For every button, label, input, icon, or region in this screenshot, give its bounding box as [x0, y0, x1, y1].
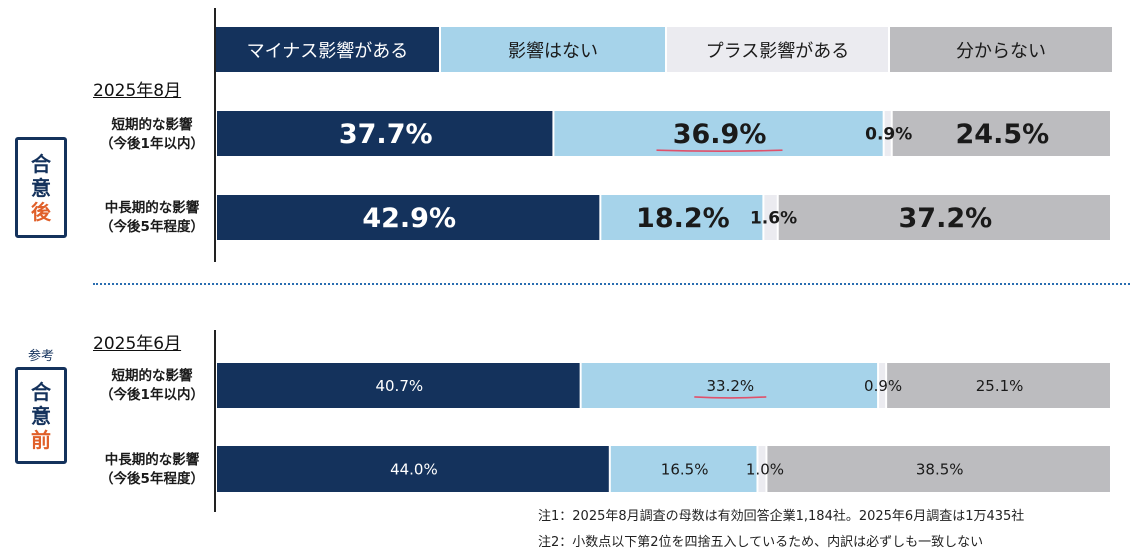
- axis-line-before: [214, 330, 216, 512]
- bar-segment-positive: [764, 195, 777, 240]
- highlight-underline: [694, 396, 767, 399]
- badge-char: 前: [31, 427, 51, 452]
- data-label-no-effect: 33.2%: [707, 377, 755, 395]
- data-label-unknown: 38.5%: [916, 460, 964, 478]
- bar-segment-positive: [884, 111, 891, 156]
- bar-segment-positive: [758, 446, 766, 492]
- data-label-no-effect: 16.5%: [661, 460, 709, 478]
- badge-before: 合 意 前: [15, 367, 67, 464]
- row-label-title: 短期的な影響: [111, 368, 193, 384]
- badge-char: 合: [31, 379, 51, 404]
- legend-no-effect: 影響はない: [441, 27, 665, 72]
- bar-segment-positive: [879, 363, 886, 408]
- bar-segment-negative: [217, 446, 609, 492]
- note-2: 注2：小数点以下第2位を四捨五入しているため、内訳は必ずしも一致しない: [538, 535, 984, 550]
- data-label-unknown: 25.1%: [976, 377, 1024, 395]
- highlight-underline: [656, 149, 783, 152]
- row-label-sub: （今後5年程度）: [100, 219, 204, 235]
- row-label-short-before: 短期的な影響 （今後1年以内）: [96, 367, 208, 405]
- axis-line-after: [214, 8, 216, 262]
- badge-char: 合: [31, 151, 51, 176]
- data-label-negative: 42.9%: [362, 203, 456, 234]
- period-label-after: 2025年8月: [93, 81, 182, 101]
- period-label-before: 2025年6月: [93, 334, 182, 354]
- bar-segment-no-effect: [601, 195, 763, 240]
- bar-segment-unknown: [892, 111, 1110, 156]
- row-label-title: 中長期的な影響: [104, 200, 200, 216]
- bar-segment-no-effect: [581, 363, 878, 408]
- badge-char: 意: [31, 403, 51, 428]
- data-label-negative: 40.7%: [375, 377, 423, 395]
- note-1: 注1：2025年8月調査の母数は有効回答企業1,184社。2025年6月調査は1…: [538, 509, 1025, 524]
- data-label-unknown: 37.2%: [899, 203, 993, 234]
- data-label-positive: 1.0%: [746, 460, 784, 478]
- row-label-sub: （今後1年以内）: [100, 136, 204, 152]
- section-divider: [93, 283, 1130, 285]
- legend-negative: マイナス影響がある: [216, 27, 439, 72]
- badge-char: 後: [31, 199, 51, 224]
- row-label-title: 中長期的な影響: [104, 452, 200, 468]
- data-label-negative: 37.7%: [339, 119, 433, 150]
- bar-segment-unknown: [767, 446, 1110, 492]
- bar-segment-unknown: [778, 195, 1110, 240]
- bar-segment-negative: [217, 363, 580, 408]
- row-label-short-after: 短期的な影響 （今後1年以内）: [96, 116, 208, 154]
- row-label-sub: （今後5年程度）: [100, 471, 204, 487]
- bar-segment-negative: [217, 195, 600, 240]
- bar-segment-no-effect: [554, 111, 883, 156]
- data-label-positive: 0.9%: [865, 125, 912, 145]
- legend-positive: プラス影響がある: [667, 27, 888, 72]
- row-label-long-before: 中長期的な影響 （今後5年程度）: [96, 451, 208, 489]
- bar-segment-no-effect: [610, 446, 757, 492]
- data-label-no-effect: 36.9%: [673, 119, 767, 150]
- badge-after: 合 意 後: [15, 137, 67, 238]
- row-label-long-after: 中長期的な影響 （今後5年程度）: [96, 199, 208, 237]
- data-label-unknown: 24.5%: [956, 119, 1050, 150]
- badge-char: 意: [31, 175, 51, 200]
- reference-tag: 参考: [28, 349, 55, 364]
- data-label-positive: 0.9%: [864, 377, 902, 395]
- row-label-sub: （今後1年以内）: [100, 387, 204, 403]
- bar-segment-unknown: [887, 363, 1110, 408]
- data-label-no-effect: 18.2%: [636, 203, 730, 234]
- data-label-positive: 1.6%: [750, 209, 797, 229]
- bar-segment-negative: [217, 111, 553, 156]
- legend-unknown: 分からない: [890, 27, 1112, 72]
- row-label-title: 短期的な影響: [111, 117, 193, 133]
- data-label-negative: 44.0%: [390, 460, 438, 478]
